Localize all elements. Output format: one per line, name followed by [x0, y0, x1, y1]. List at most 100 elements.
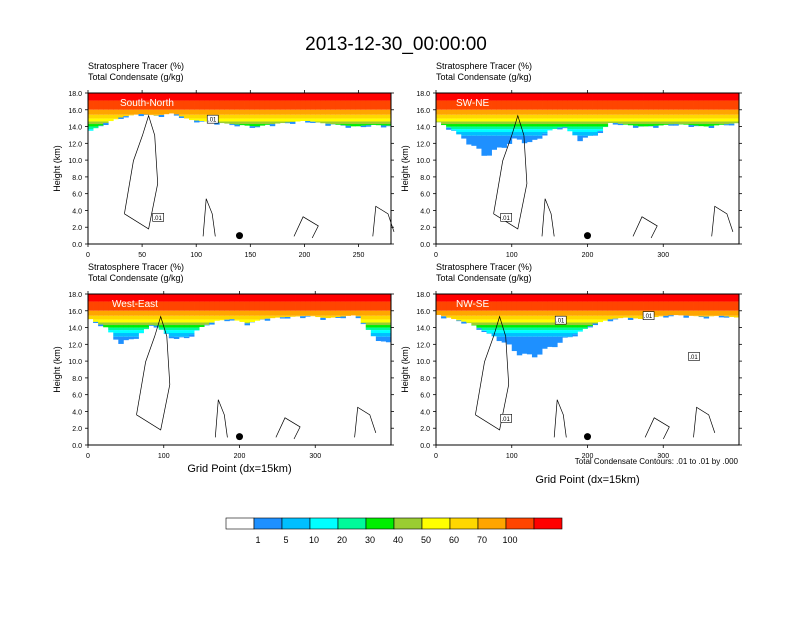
tracer-fill-cell — [139, 316, 144, 320]
tracer-fill-cell — [381, 311, 386, 316]
y-tick-label: 16.0 — [68, 309, 82, 316]
tracer-fill-cell — [643, 122, 648, 125]
tracer-fill-cell — [512, 129, 517, 132]
location-marker — [584, 433, 591, 440]
tracer-fill-cell — [184, 302, 189, 311]
tracer-fill-cell — [189, 302, 194, 311]
tracer-fill-cell — [497, 328, 502, 331]
tracer-fill-cell — [633, 93, 638, 101]
tracer-fill-cell — [476, 316, 481, 320]
y-tick-label: 12.0 — [68, 141, 82, 148]
tracer-fill-cell — [542, 124, 547, 127]
tracer-fill-cell — [527, 328, 532, 331]
tracer-fill-cell — [476, 320, 481, 323]
tracer-fill-cell — [320, 122, 325, 124]
tracer-fill-cell — [305, 110, 310, 115]
tracer-fill-cell — [219, 316, 224, 320]
tracer-fill-cell — [260, 122, 265, 125]
tracer-fill-cell — [381, 333, 386, 337]
tracer-fill-cell — [441, 316, 446, 318]
tracer-fill-cell — [346, 311, 351, 316]
tracer-fill-cell — [512, 136, 517, 139]
tracer-fill-cell — [557, 333, 562, 337]
tracer-fill-cell — [128, 110, 133, 115]
tracer-fill-cell — [653, 302, 658, 311]
tracer-fill-cell — [507, 337, 512, 345]
tracer-fill-cell — [335, 93, 340, 101]
tracer-fill-cell — [351, 101, 356, 110]
tracer-fill-cell — [487, 132, 492, 136]
tracer-fill-cell — [699, 316, 704, 317]
tracer-fill-cell — [547, 129, 552, 130]
tracer-fill-cell — [361, 124, 366, 126]
tracer-fill-cell — [118, 110, 123, 115]
x-tick-label: 150 — [244, 252, 256, 259]
tracer-fill-cell — [492, 93, 497, 101]
tracer-fill-cell — [507, 93, 512, 101]
tracer-fill-cell — [588, 127, 593, 130]
tracer-fill-cell — [209, 101, 214, 110]
tracer-fill-cell — [320, 115, 325, 119]
tracer-fill-cell — [471, 115, 476, 119]
tracer-fill-cell — [623, 302, 628, 311]
tracer-fill-cell — [451, 110, 456, 115]
tracer-fill-cell — [537, 119, 542, 122]
tracer-fill-cell — [522, 294, 527, 302]
tracer-fill-cell — [613, 115, 618, 119]
tracer-fill-cell — [466, 115, 471, 119]
tracer-fill-cell — [270, 110, 275, 115]
tracer-fill-cell — [305, 115, 310, 119]
tracer-fill-cell — [194, 302, 199, 311]
tracer-fill-cell — [522, 115, 527, 119]
tracer-fill-cell — [552, 110, 557, 115]
tracer-fill-cell — [582, 132, 587, 136]
tracer-fill-cell — [335, 294, 340, 302]
tracer-fill-cell — [492, 129, 497, 132]
tracer-fill-cell — [593, 110, 598, 115]
y-tick-label: 10.0 — [416, 158, 430, 165]
tracer-fill-cell — [537, 320, 542, 323]
tracer-fill-cell — [451, 124, 456, 127]
tracer-fill-cell — [280, 317, 285, 318]
tracer-fill-cell — [638, 93, 643, 101]
y-tick-label: 6.0 — [72, 393, 82, 400]
tracer-fill-cell — [356, 294, 361, 302]
tracer-fill-cell — [542, 115, 547, 119]
tracer-fill-cell — [507, 323, 512, 326]
tracer-fill-cell — [517, 323, 522, 326]
tracer-fill-cell — [174, 294, 179, 302]
tracer-fill-cell — [476, 129, 481, 132]
tracer-fill-cell — [512, 101, 517, 110]
location-marker — [236, 433, 243, 440]
x-axis-label: Grid Point (dx=15km) — [187, 463, 291, 475]
tracer-fill-cell — [613, 294, 618, 302]
x-tick-label: 300 — [309, 453, 321, 460]
tracer-fill-cell — [295, 294, 300, 302]
tracer-fill-cell — [598, 115, 603, 119]
tracer-fill-cell — [194, 323, 199, 326]
tracer-fill-cell — [234, 124, 239, 125]
tracer-fill-cell — [325, 124, 330, 126]
tracer-fill-cell — [113, 320, 118, 323]
contour-label: .01 — [644, 314, 653, 320]
tracer-fill-cell — [537, 311, 542, 316]
tracer-fill-cell — [537, 333, 542, 337]
tracer-fill-cell — [471, 110, 476, 115]
tracer-fill-cell — [290, 93, 295, 101]
tracer-fill-cell — [229, 110, 234, 115]
tracer-fill-cell — [88, 93, 93, 101]
tracer-fill-cell — [113, 119, 118, 120]
tracer-fill-cell — [234, 93, 239, 101]
tracer-fill-cell — [668, 119, 673, 122]
y-tick-label: 4.0 — [72, 409, 82, 416]
tracer-fill-cell — [613, 119, 618, 122]
tracer-fill-cell — [113, 311, 118, 316]
tracer-fill-cell — [356, 93, 361, 101]
tracer-fill-cell — [532, 93, 537, 101]
tracer-fill-cell — [638, 122, 643, 125]
tracer-fill-cell — [683, 119, 688, 122]
tracer-fill-cell — [179, 101, 184, 110]
tracer-fill-cell — [724, 93, 729, 101]
tracer-fill-cell — [204, 93, 209, 101]
tracer-fill-cell — [527, 110, 532, 115]
